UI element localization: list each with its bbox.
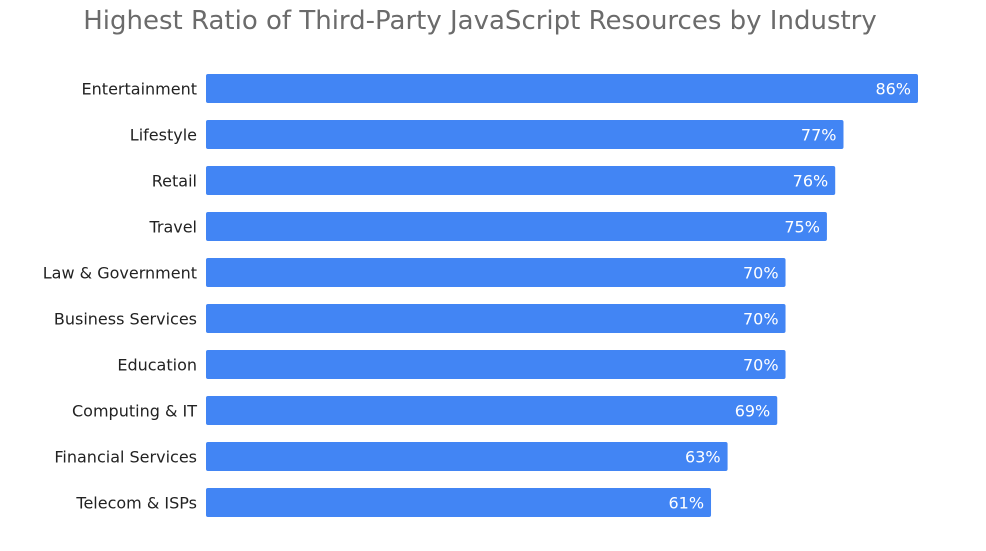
category-label: Entertainment (82, 80, 197, 99)
bar (206, 442, 728, 471)
category-label: Education (117, 356, 197, 375)
bar (206, 488, 712, 517)
data-label: 75% (784, 218, 820, 237)
bar (206, 258, 786, 287)
bar (206, 304, 786, 333)
category-label: Business Services (54, 310, 197, 329)
category-label: Retail (152, 172, 197, 191)
data-label: 77% (801, 126, 837, 145)
data-label: 69% (735, 402, 771, 421)
category-label: Law & Government (43, 264, 197, 283)
bar (206, 166, 836, 195)
data-label: 76% (793, 172, 829, 191)
category-label: Lifestyle (130, 126, 197, 145)
data-label: 86% (875, 80, 911, 99)
bar (206, 120, 844, 149)
bar (206, 74, 918, 103)
bar (206, 350, 786, 379)
bar (206, 396, 778, 425)
data-label: 70% (743, 264, 779, 283)
category-label: Financial Services (54, 448, 197, 467)
data-label: 63% (685, 448, 721, 467)
category-label: Travel (148, 218, 197, 237)
category-label: Computing & IT (72, 402, 197, 421)
data-label: 61% (668, 494, 704, 513)
category-label: Telecom & ISPs (75, 494, 197, 513)
bar (206, 212, 827, 241)
chart-title: Highest Ratio of Third-Party JavaScript … (83, 6, 877, 36)
data-label: 70% (743, 310, 779, 329)
data-label: 70% (743, 356, 779, 375)
